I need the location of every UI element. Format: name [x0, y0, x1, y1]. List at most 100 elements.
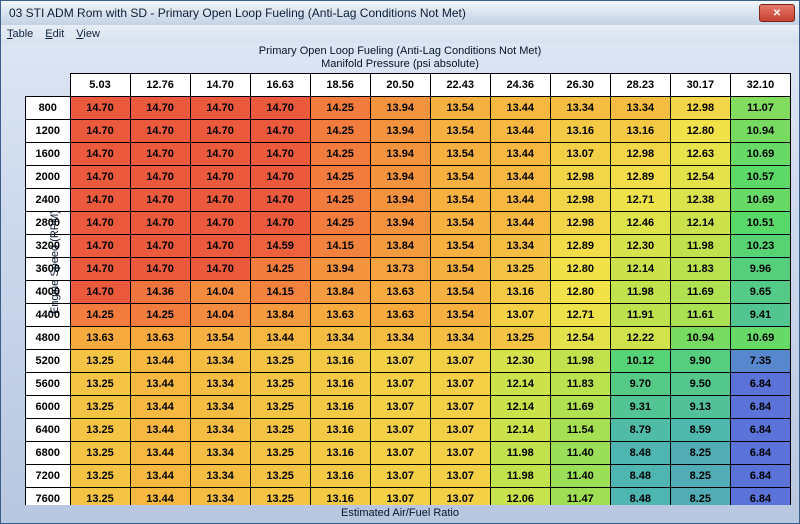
data-cell[interactable]: 14.70 [130, 143, 190, 166]
data-cell[interactable]: 13.63 [370, 304, 430, 327]
data-cell[interactable]: 11.98 [550, 350, 610, 373]
data-cell[interactable]: 13.44 [130, 373, 190, 396]
data-cell[interactable]: 9.13 [670, 396, 730, 419]
data-cell[interactable]: 13.07 [370, 419, 430, 442]
data-cell[interactable]: 14.70 [190, 258, 250, 281]
data-cell[interactable]: 14.70 [130, 235, 190, 258]
data-cell[interactable]: 14.36 [130, 281, 190, 304]
data-cell[interactable]: 8.59 [670, 419, 730, 442]
data-cell[interactable]: 13.07 [430, 419, 490, 442]
data-cell[interactable]: 14.70 [70, 97, 130, 120]
data-cell[interactable]: 13.44 [490, 189, 550, 212]
data-cell[interactable]: 13.25 [250, 419, 310, 442]
data-cell[interactable]: 14.70 [250, 212, 310, 235]
data-cell[interactable]: 13.94 [310, 258, 370, 281]
data-cell[interactable]: 9.41 [730, 304, 790, 327]
data-cell[interactable]: 13.16 [310, 396, 370, 419]
data-cell[interactable]: 13.07 [550, 143, 610, 166]
data-cell[interactable]: 14.04 [190, 281, 250, 304]
data-cell[interactable]: 13.34 [190, 419, 250, 442]
data-cell[interactable]: 13.34 [190, 396, 250, 419]
data-cell[interactable]: 14.25 [310, 97, 370, 120]
data-cell[interactable]: 13.94 [370, 166, 430, 189]
data-cell[interactable]: 13.25 [70, 396, 130, 419]
data-cell[interactable]: 14.59 [250, 235, 310, 258]
data-cell[interactable]: 14.25 [70, 304, 130, 327]
data-cell[interactable]: 9.31 [610, 396, 670, 419]
data-cell[interactable]: 13.25 [70, 373, 130, 396]
data-cell[interactable]: 13.94 [370, 212, 430, 235]
data-cell[interactable]: 14.70 [250, 166, 310, 189]
data-cell[interactable]: 13.34 [430, 327, 490, 350]
data-cell[interactable]: 14.15 [310, 235, 370, 258]
data-cell[interactable]: 13.07 [430, 488, 490, 506]
data-cell[interactable]: 13.07 [490, 304, 550, 327]
data-cell[interactable]: 13.25 [250, 442, 310, 465]
data-cell[interactable]: 13.44 [130, 442, 190, 465]
data-cell[interactable]: 8.25 [670, 442, 730, 465]
data-cell[interactable]: 13.54 [430, 258, 490, 281]
data-cell[interactable]: 13.07 [430, 465, 490, 488]
data-cell[interactable]: 10.23 [730, 235, 790, 258]
data-cell[interactable]: 13.07 [430, 350, 490, 373]
data-cell[interactable]: 9.96 [730, 258, 790, 281]
data-cell[interactable]: 6.84 [730, 465, 790, 488]
data-cell[interactable]: 14.70 [190, 166, 250, 189]
data-cell[interactable]: 13.34 [370, 327, 430, 350]
data-cell[interactable]: 13.54 [430, 304, 490, 327]
data-cell[interactable]: 10.12 [610, 350, 670, 373]
data-cell[interactable]: 14.70 [190, 189, 250, 212]
data-cell[interactable]: 14.70 [250, 120, 310, 143]
data-cell[interactable]: 13.25 [70, 419, 130, 442]
data-cell[interactable]: 14.70 [70, 143, 130, 166]
data-cell[interactable]: 13.44 [490, 212, 550, 235]
data-cell[interactable]: 12.38 [670, 189, 730, 212]
data-cell[interactable]: 13.54 [430, 166, 490, 189]
data-cell[interactable]: 13.44 [490, 120, 550, 143]
data-cell[interactable]: 11.98 [670, 235, 730, 258]
data-cell[interactable]: 13.25 [250, 396, 310, 419]
data-cell[interactable]: 14.70 [190, 212, 250, 235]
data-cell[interactable]: 11.98 [610, 281, 670, 304]
data-cell[interactable]: 13.07 [430, 373, 490, 396]
data-cell[interactable]: 8.79 [610, 419, 670, 442]
data-cell[interactable]: 14.04 [190, 304, 250, 327]
data-cell[interactable]: 13.34 [610, 97, 670, 120]
data-cell[interactable]: 13.34 [310, 327, 370, 350]
data-cell[interactable]: 13.16 [310, 419, 370, 442]
data-cell[interactable]: 11.98 [490, 442, 550, 465]
data-cell[interactable]: 14.25 [310, 120, 370, 143]
data-cell[interactable]: 10.69 [730, 327, 790, 350]
data-cell[interactable]: 14.70 [190, 143, 250, 166]
data-cell[interactable]: 13.16 [310, 488, 370, 506]
data-cell[interactable]: 6.84 [730, 373, 790, 396]
data-cell[interactable]: 13.94 [370, 97, 430, 120]
data-cell[interactable]: 13.07 [370, 488, 430, 506]
data-cell[interactable]: 14.70 [190, 235, 250, 258]
data-cell[interactable]: 12.22 [610, 327, 670, 350]
data-cell[interactable]: 12.98 [550, 212, 610, 235]
data-cell[interactable]: 13.25 [490, 327, 550, 350]
data-cell[interactable]: 13.07 [370, 373, 430, 396]
data-cell[interactable]: 13.84 [370, 235, 430, 258]
data-cell[interactable]: 13.34 [190, 465, 250, 488]
data-cell[interactable]: 6.84 [730, 442, 790, 465]
data-cell[interactable]: 11.61 [670, 304, 730, 327]
data-cell[interactable]: 13.44 [130, 350, 190, 373]
data-cell[interactable]: 13.25 [250, 350, 310, 373]
data-cell[interactable]: 11.54 [550, 419, 610, 442]
data-cell[interactable]: 11.07 [730, 97, 790, 120]
data-cell[interactable]: 13.54 [190, 327, 250, 350]
data-cell[interactable]: 13.54 [430, 143, 490, 166]
data-cell[interactable]: 14.70 [70, 120, 130, 143]
data-cell[interactable]: 13.44 [250, 327, 310, 350]
data-cell[interactable]: 12.98 [550, 189, 610, 212]
data-cell[interactable]: 12.14 [670, 212, 730, 235]
menu-edit[interactable]: Edit [45, 28, 64, 40]
data-cell[interactable]: 13.25 [70, 350, 130, 373]
data-cell[interactable]: 13.07 [370, 396, 430, 419]
data-cell[interactable]: 13.25 [250, 465, 310, 488]
data-cell[interactable]: 8.48 [610, 465, 670, 488]
data-cell[interactable]: 10.51 [730, 212, 790, 235]
data-cell[interactable]: 13.44 [130, 465, 190, 488]
